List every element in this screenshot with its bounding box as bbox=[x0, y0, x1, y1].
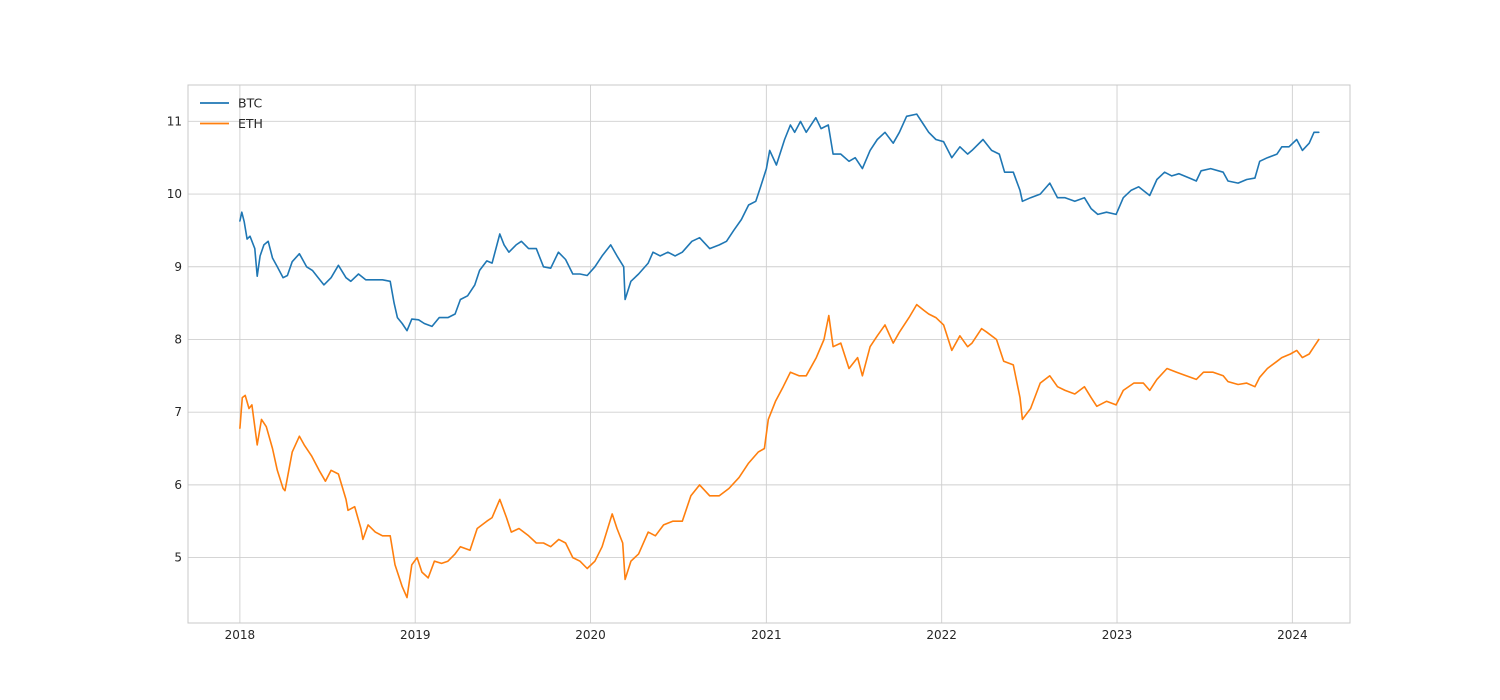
x-tick-label: 2021 bbox=[751, 628, 782, 642]
grid bbox=[188, 85, 1350, 623]
y-tick-label: 7 bbox=[174, 405, 182, 419]
x-tick-label: 2022 bbox=[926, 628, 957, 642]
legend: BTC ETH bbox=[200, 96, 263, 131]
y-tick-label: 6 bbox=[174, 478, 182, 492]
series-lines bbox=[239, 113, 1320, 599]
btc-legend-label: BTC bbox=[238, 96, 262, 111]
plot-frame bbox=[187, 84, 1351, 624]
btc-series-line bbox=[239, 113, 1320, 332]
eth-legend-label: ETH bbox=[238, 116, 263, 131]
eth-series-line bbox=[239, 303, 1320, 599]
x-tick-label: 2024 bbox=[1277, 628, 1308, 642]
y-tick-label: 5 bbox=[174, 551, 182, 565]
x-tick-label: 2020 bbox=[575, 628, 606, 642]
y-tick-label: 10 bbox=[167, 187, 182, 201]
y-tick-label: 8 bbox=[174, 332, 182, 346]
y-tick-label: 11 bbox=[167, 114, 182, 128]
x-tick-label: 2019 bbox=[400, 628, 431, 642]
x-tick-label: 2018 bbox=[225, 628, 256, 642]
y-tick-label: 9 bbox=[174, 260, 182, 274]
x-tick-label: 2023 bbox=[1102, 628, 1133, 642]
tick-labels: 2018 2019 2020 2021 2022 2023 2024 5 6 7 8 9 10 11 bbox=[167, 114, 1308, 642]
